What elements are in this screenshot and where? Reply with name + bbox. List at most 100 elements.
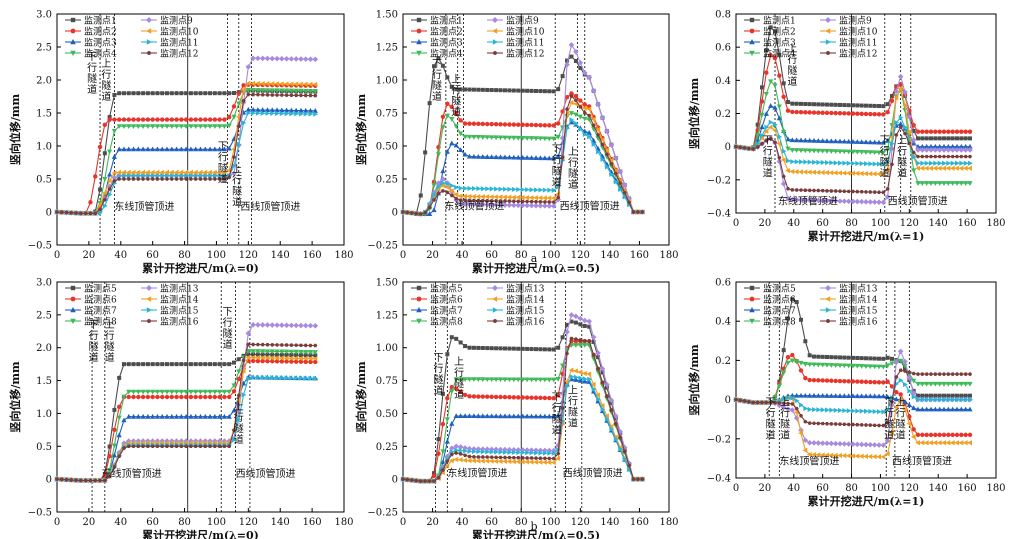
x-tick-label: 120 <box>239 250 258 261</box>
data-point <box>876 199 882 206</box>
x-axis-title: 累计开挖进尺/m(λ=1) <box>808 229 925 243</box>
data-point <box>524 202 530 209</box>
tunnel-annotation: 隧 <box>880 155 890 168</box>
data-point <box>502 377 508 383</box>
data-point <box>872 356 877 361</box>
data-point <box>867 199 874 205</box>
data-point <box>537 195 543 201</box>
legend-label: 监测点4 <box>84 48 117 60</box>
tunnel-annotation: 隧 <box>568 167 578 180</box>
data-point <box>858 170 864 177</box>
data-point <box>197 146 204 152</box>
data-point <box>227 394 232 400</box>
data-point <box>174 91 179 96</box>
data-point <box>776 383 782 389</box>
data-point <box>533 395 539 400</box>
data-point <box>448 458 454 464</box>
row-label-b: b <box>530 520 537 533</box>
legend-marker <box>70 318 76 324</box>
data-point <box>928 147 934 153</box>
data-point <box>906 375 913 381</box>
data-point <box>916 154 920 159</box>
y-axis-title: 竖向位移/mm <box>354 93 368 165</box>
data-point <box>222 117 227 122</box>
data-point <box>217 177 222 181</box>
data-point <box>116 169 122 175</box>
tunnel-annotation: 道 <box>884 428 894 441</box>
tunnel-annotation: 上 <box>780 396 790 408</box>
data-point <box>542 450 548 456</box>
data-point <box>846 138 852 144</box>
data-point <box>885 379 890 384</box>
data-point <box>259 80 265 87</box>
data-point <box>958 143 964 149</box>
data-point <box>409 211 414 215</box>
data-point <box>471 87 476 92</box>
data-point <box>506 377 512 383</box>
tunnel-annotation: 行 <box>763 144 773 157</box>
data-point <box>936 165 942 171</box>
data-point <box>932 406 938 412</box>
data-point <box>820 102 825 107</box>
data-point <box>846 189 851 194</box>
x-tick-label: 80 <box>845 218 858 229</box>
data-point <box>212 438 218 444</box>
data-point <box>968 372 972 376</box>
data-point <box>303 107 309 113</box>
legend-label: 监测点10 <box>839 26 878 38</box>
data-point <box>542 203 548 209</box>
data-point <box>868 161 874 167</box>
data-point <box>313 93 318 98</box>
data-point <box>440 180 446 186</box>
x-tick-label: 180 <box>986 218 1005 229</box>
data-point <box>458 87 463 92</box>
data-point <box>842 103 847 108</box>
data-point <box>768 79 774 85</box>
data-point <box>458 131 464 137</box>
data-point <box>212 177 217 181</box>
data-point <box>763 128 769 134</box>
data-point <box>587 134 592 140</box>
data-point <box>919 143 925 149</box>
data-point <box>963 160 969 166</box>
data-point <box>515 413 521 419</box>
data-point <box>208 444 213 448</box>
data-point <box>529 347 534 352</box>
data-point <box>88 211 93 216</box>
data-point <box>547 89 552 94</box>
data-point <box>560 406 565 410</box>
data-point <box>968 160 973 166</box>
data-point <box>954 406 960 412</box>
data-point <box>150 146 156 152</box>
data-point <box>936 147 943 153</box>
data-point <box>269 88 275 94</box>
data-point <box>542 456 547 461</box>
data-point <box>854 198 861 205</box>
data-point <box>507 394 512 400</box>
data-point <box>877 104 881 109</box>
data-point <box>174 173 180 179</box>
data-point <box>577 369 583 375</box>
data-point <box>121 417 127 423</box>
data-point <box>565 322 570 327</box>
data-point <box>959 129 964 134</box>
data-point <box>112 92 117 97</box>
data-point <box>538 395 543 401</box>
data-point <box>890 400 894 404</box>
y-tick-label: 1.00 <box>376 343 398 354</box>
data-point <box>476 198 481 203</box>
data-point <box>781 148 787 154</box>
data-point <box>760 85 764 90</box>
data-point <box>929 393 933 398</box>
data-point <box>928 432 934 438</box>
data-point <box>807 137 813 143</box>
data-point <box>250 88 256 93</box>
data-point <box>537 155 544 161</box>
data-point <box>203 91 208 96</box>
data-point <box>881 380 886 385</box>
data-point <box>506 135 512 141</box>
data-point <box>846 355 851 360</box>
data-point <box>520 346 525 351</box>
data-point <box>806 451 812 458</box>
x-tick-label: 160 <box>958 218 977 229</box>
